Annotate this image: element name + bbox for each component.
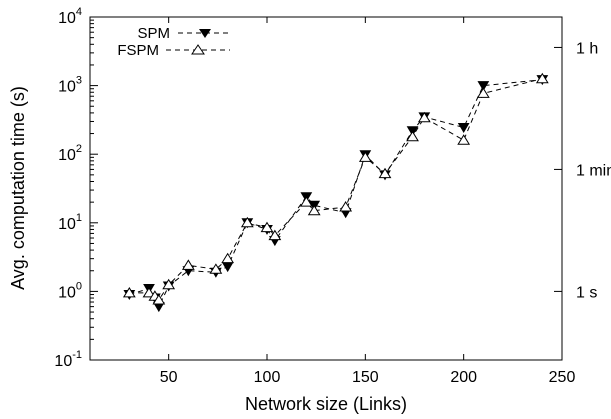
data-point-fspm [181, 259, 195, 270]
data-point-fspm [378, 167, 392, 179]
y-tick-label: 103 [58, 75, 82, 96]
legend-marker-spm [199, 29, 211, 38]
y-tick-exponent: 2 [76, 143, 82, 155]
y-tick-label: 10-1 [54, 349, 82, 370]
y-tick-exponent: 0 [76, 280, 82, 292]
series-line-spm [129, 79, 543, 308]
y-tick-exponent: 4 [76, 6, 82, 18]
data-point-fspm [339, 201, 353, 212]
legend-label-fspm: FSPM [117, 42, 159, 59]
data-point-spm [221, 262, 234, 273]
y-tick-label: 100 [58, 280, 82, 301]
data-point-fspm [221, 252, 235, 264]
y2-tick-label: 1 h [576, 40, 598, 57]
x-tick-label: 150 [352, 369, 379, 386]
y-tick-label: 101 [58, 212, 82, 233]
legend: SPM FSPM [117, 25, 232, 59]
y-tick-label: 102 [58, 143, 82, 164]
y-tick-label: 104 [58, 6, 82, 27]
y-tick-base: 10 [58, 147, 76, 164]
y2-tick-label: 1 min [576, 162, 611, 179]
data-point-fspm [476, 87, 490, 98]
data-point-fspm [535, 72, 549, 84]
data-point-fspm [240, 216, 254, 228]
y2-tick-label: 1 s [576, 284, 597, 301]
data-point-fspm [457, 134, 471, 145]
legend-marker-fspm [191, 44, 205, 55]
x-axis-ticks: 50 100 150 200 250 [160, 17, 576, 386]
data-point-fspm [152, 294, 166, 305]
data-point-fspm [299, 196, 313, 207]
series-layer [122, 72, 549, 313]
x-tick-label: 100 [254, 369, 281, 386]
data-point-fspm [307, 204, 321, 216]
data-point-spm [457, 123, 470, 133]
data-point-fspm [260, 221, 274, 233]
y-tick-base: 10 [58, 216, 76, 233]
data-point-fspm [162, 278, 176, 290]
data-point-spm [477, 81, 490, 92]
x-axis-label: Network size (Links) [245, 394, 407, 414]
data-point-fspm [268, 229, 282, 241]
legend-label-spm: SPM [137, 25, 170, 42]
plot-frame [89, 16, 563, 361]
y-tick-base: 10 [58, 79, 76, 96]
data-point-fspm [417, 111, 431, 123]
y-tick-base: 10 [58, 284, 76, 301]
data-point-fspm [358, 151, 372, 162]
x-tick-label: 250 [549, 369, 576, 386]
y-tick-exponent: 3 [76, 75, 82, 87]
y-tick-exponent: 1 [76, 212, 82, 224]
data-point-fspm [122, 286, 136, 298]
secondary-y-axis-ticks: 1 s 1 min 1 h [554, 40, 611, 301]
data-point-fspm [142, 286, 156, 298]
data-point-fspm [209, 263, 223, 274]
data-point-fspm [406, 130, 419, 142]
y-tick-exponent: -1 [72, 349, 82, 361]
y-tick-base: 10 [54, 353, 72, 370]
x-tick-label: 50 [160, 369, 178, 386]
x-tick-label: 200 [450, 369, 477, 386]
y-tick-base: 10 [58, 10, 76, 27]
y-axis-label: Avg. computation time (s) [8, 86, 28, 290]
